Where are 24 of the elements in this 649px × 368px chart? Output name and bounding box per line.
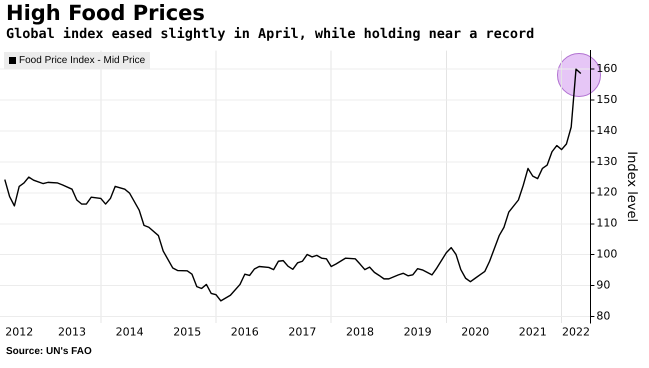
x-tick-label: 2014 — [116, 325, 144, 338]
y-tick-label: 100 — [596, 248, 618, 261]
y-tick-label: 140 — [596, 124, 618, 137]
x-tick-label: 2020 — [461, 325, 490, 338]
y-tick-label: 110 — [596, 216, 618, 230]
x-tick-label: 2015 — [173, 325, 202, 338]
chart-subtitle: Global index eased slightly in April, while holding near a record — [6, 26, 534, 42]
y-tick-label: 130 — [596, 154, 618, 168]
x-tick-label: 2022 — [562, 325, 590, 338]
source-note: Source: UN's FAO — [6, 346, 92, 357]
y-tick-label: 120 — [596, 186, 618, 199]
x-tick-label: 2013 — [58, 325, 86, 338]
legend-label: Food Price Index - Mid Price — [19, 54, 146, 66]
x-tick-label: 2012 — [5, 325, 34, 338]
x-tick-label: 2016 — [230, 325, 259, 338]
y-tick-label: 80 — [596, 309, 610, 322]
x-tick-label: 2017 — [288, 325, 316, 338]
y-axis-title: Index level — [624, 151, 639, 222]
y-tick-label: 150 — [596, 92, 618, 106]
y-tick-label: 90 — [596, 278, 610, 292]
x-tick-label: 2018 — [346, 325, 374, 338]
chart-title: High Food Prices — [6, 1, 205, 25]
x-tick-label: 2021 — [518, 325, 547, 338]
x-tick-label: 2019 — [404, 325, 432, 338]
